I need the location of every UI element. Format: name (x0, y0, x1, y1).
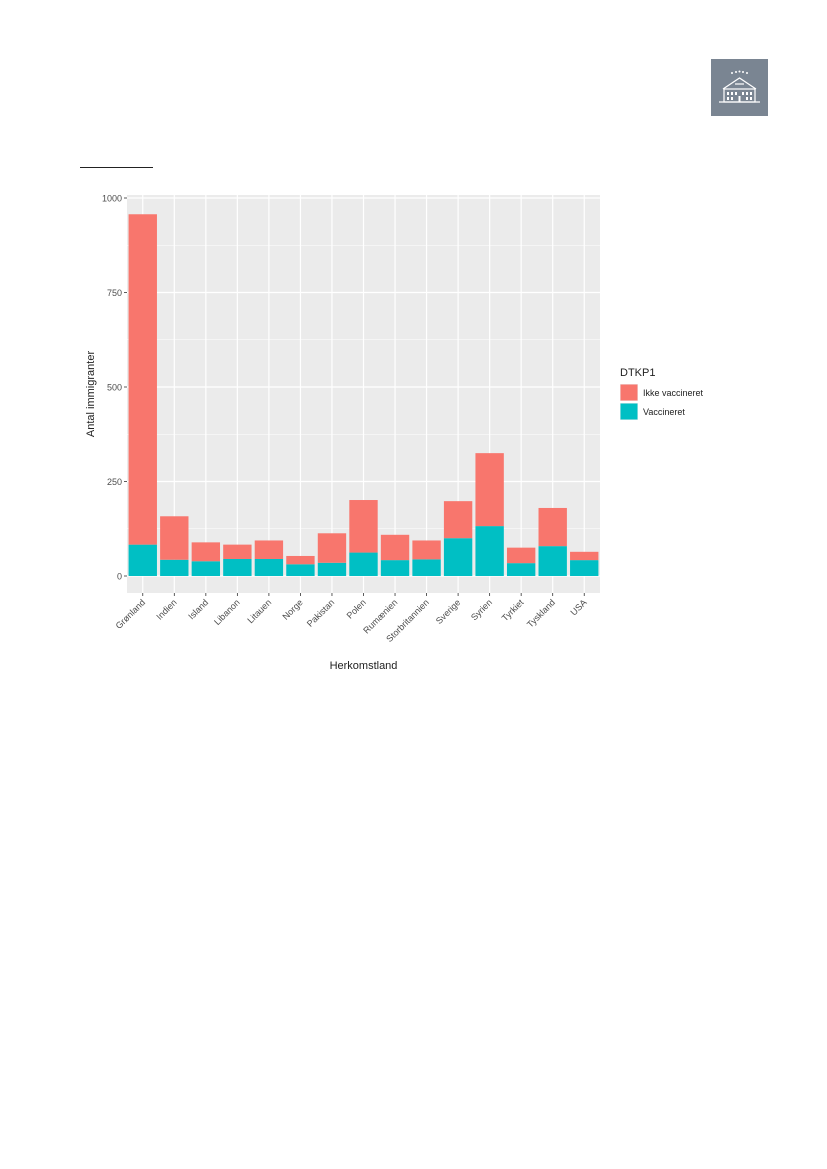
x-tick-label: Syrien (469, 597, 494, 622)
bar-vaccineret (254, 558, 284, 576)
legend-label: Ikke vaccineret (643, 388, 704, 398)
bar-vaccineret (475, 526, 504, 576)
legend-label: Vaccineret (643, 407, 685, 417)
bar-vaccineret (128, 544, 157, 576)
x-tick-label: Libanon (212, 597, 242, 627)
bar-ikke-vaccineret (570, 551, 599, 561)
bar-vaccineret (506, 563, 536, 576)
stacked-bar-chart: 0 250 500 750 1000 Grønland Indien Island Liban… (85, 194, 704, 673)
bar-ikke-vaccineret (128, 214, 157, 545)
bar-vaccineret (160, 559, 189, 576)
x-tick-label: Norge (280, 597, 304, 621)
bar-ikke-vaccineret (191, 542, 221, 562)
x-axis-label: Herkomstland (330, 660, 398, 672)
bar-vaccineret (286, 564, 315, 576)
bar-ikke-vaccineret (349, 500, 378, 553)
y-axis-label: Antal immigranter (85, 351, 97, 438)
y-tick-label: 250 (107, 477, 122, 487)
x-tick-label: Grønland (114, 597, 148, 631)
y-tick-label: 500 (107, 383, 122, 393)
x-tick-label: Tyskland (525, 597, 557, 629)
institution-logo (711, 59, 768, 116)
bar-ikke-vaccineret (160, 516, 189, 560)
bar-ikke-vaccineret (223, 544, 252, 559)
y-tick-label: 0 (117, 572, 122, 582)
legend: DTKP1 Ikke vaccineret Vaccineret (620, 367, 704, 420)
bar-vaccineret (223, 558, 252, 576)
bar-vaccineret (443, 538, 473, 576)
x-tick-label: Litauen (245, 597, 273, 625)
bars (128, 214, 599, 576)
legend-swatch (620, 384, 638, 401)
header-rule (80, 167, 153, 168)
bar-vaccineret (412, 559, 441, 576)
x-tick-label: Polen (345, 597, 368, 620)
y-tick-label: 750 (107, 288, 122, 298)
bar-ikke-vaccineret (317, 533, 347, 563)
bar-vaccineret (570, 560, 599, 576)
y-tick-label: 1000 (102, 194, 122, 204)
bar-ikke-vaccineret (286, 555, 315, 565)
x-tick-label: Pakistan (305, 597, 336, 628)
x-tick-label: Tyrkiet (500, 597, 526, 623)
x-axis: Grønland Indien Island Libanon Litauen Norge P… (114, 593, 589, 644)
bar-ikke-vaccineret (475, 453, 504, 527)
bar-vaccineret (317, 562, 347, 576)
bar-ikke-vaccineret (443, 501, 473, 539)
x-tick-label: Sverige (434, 597, 463, 626)
bar-ikke-vaccineret (254, 540, 284, 559)
bar-ikke-vaccineret (412, 540, 441, 560)
x-tick-label: Island (186, 597, 210, 621)
legend-swatch (620, 403, 638, 420)
bar-vaccineret (538, 546, 567, 576)
bar-ikke-vaccineret (538, 507, 567, 547)
bar-vaccineret (349, 552, 378, 576)
y-axis: 0 250 500 750 1000 (102, 194, 127, 582)
x-tick-label: Indien (154, 597, 178, 621)
legend-title: DTKP1 (620, 367, 655, 379)
bar-ikke-vaccineret (380, 534, 410, 561)
bar-vaccineret (191, 561, 221, 576)
bar-ikke-vaccineret (506, 547, 536, 564)
x-tick-label: USA (568, 597, 588, 617)
bar-vaccineret (380, 560, 410, 576)
